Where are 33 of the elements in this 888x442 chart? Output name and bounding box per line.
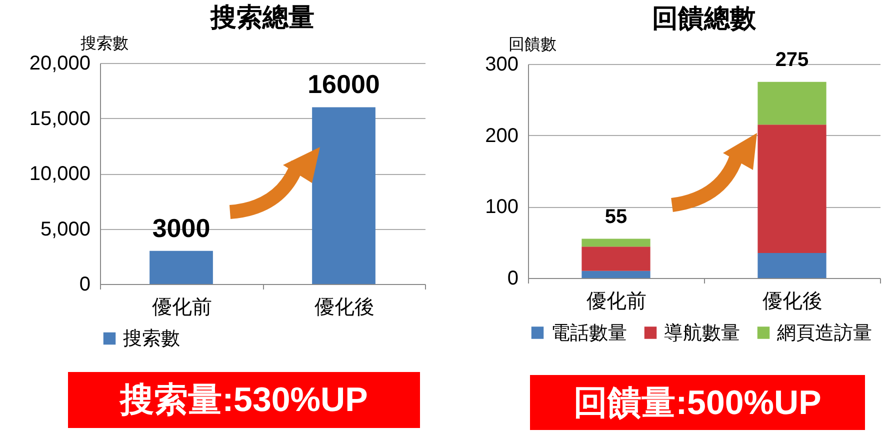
y-tick-label: 0 <box>507 268 518 290</box>
x-tick-label: 優化前 <box>152 296 212 318</box>
y-tick-label: 300 <box>485 54 518 76</box>
y-tick-label: 15,000 <box>29 108 90 130</box>
y-tick-label: 10,000 <box>29 163 90 185</box>
chart-title: 搜索總量 <box>210 2 314 32</box>
x-tick-label: 優化後 <box>314 296 374 318</box>
bar <box>582 238 650 247</box>
y-axis-title: 回饋數 <box>508 36 556 54</box>
data-label: 3000 <box>152 212 210 243</box>
bar <box>582 270 650 278</box>
legend-label: 導航數量 <box>664 322 740 344</box>
y-tick-label: 20,000 <box>29 52 90 74</box>
y-tick-label: 100 <box>485 196 518 218</box>
text: 搜索量:530%UP <box>68 372 420 428</box>
total-label: 55 <box>604 206 628 228</box>
legend-label: 電話數量 <box>551 322 627 344</box>
legend-label: 網頁造訪量 <box>776 322 872 344</box>
x-tick-label: 優化後 <box>762 290 822 312</box>
y-tick-label: 5,000 <box>40 218 90 240</box>
y-axis-title: 搜索數 <box>80 34 128 52</box>
legend-label: 搜索數 <box>123 328 180 350</box>
bar <box>758 253 826 278</box>
chart-title: 回饋總數 <box>652 3 757 33</box>
bar <box>582 246 650 271</box>
y-tick-label: 200 <box>485 124 518 147</box>
total-label: 275 <box>775 48 809 71</box>
data-label: 16000 <box>308 69 380 100</box>
bar <box>758 82 826 125</box>
bar <box>758 124 826 254</box>
y-tick-label: 0 <box>79 274 90 296</box>
x-tick-label: 優化前 <box>586 290 646 312</box>
text: 回饋量:500%UP <box>530 375 865 430</box>
